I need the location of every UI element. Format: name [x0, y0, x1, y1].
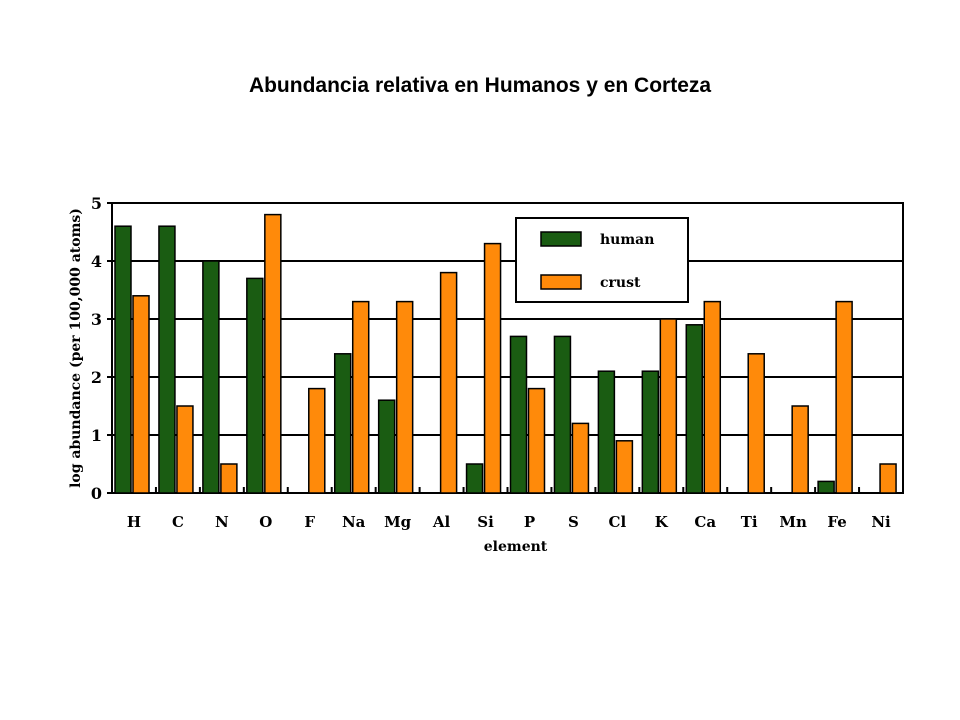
bar-human-O	[246, 277, 264, 494]
bar-crust-Ti	[747, 353, 765, 494]
x-tick-label: F	[304, 513, 315, 531]
bar-crust-Mg	[395, 300, 414, 494]
bar-human-Mg	[377, 399, 396, 494]
bar-human-S	[553, 335, 572, 494]
legend-label-human: human	[600, 232, 654, 248]
bar-crust-Na	[351, 300, 370, 494]
x-tick-label: K	[655, 513, 669, 531]
x-tick-label: Ni	[871, 513, 891, 531]
y-tick-label: 3	[91, 310, 102, 329]
bar-crust-O	[264, 213, 282, 494]
bar-crust-Ni	[879, 463, 897, 494]
x-tick-label: Na	[342, 513, 366, 531]
x-tick-label: S	[568, 513, 579, 531]
y-tick-label: 4	[91, 252, 102, 271]
bar-human-H	[114, 225, 132, 494]
bar-crust-C	[176, 405, 194, 494]
x-axis-label: element	[484, 539, 548, 555]
legend-swatch-crust	[540, 274, 582, 290]
x-tick-label: Mg	[384, 513, 412, 531]
y-tick-label: 0	[91, 484, 102, 503]
bar-human-K	[641, 370, 660, 494]
bar-human-Si	[465, 463, 484, 494]
x-tick-label: Ca	[694, 513, 716, 531]
bar-human-P	[509, 335, 528, 494]
bar-crust-Cl	[615, 440, 634, 494]
legend-label-crust: crust	[600, 275, 641, 291]
x-tick-label: C	[172, 513, 184, 531]
x-tick-label: Fe	[827, 513, 846, 531]
y-tick-label: 2	[91, 368, 102, 387]
y-axis-label: log abundance (per 100,000 atoms)	[68, 208, 84, 488]
x-tick-label: N	[215, 513, 229, 531]
bar-human-N	[202, 260, 220, 494]
bar-crust-S	[571, 422, 590, 494]
bar-crust-P	[527, 387, 546, 494]
bar-crust-Mn	[791, 405, 809, 494]
bar-human-Ca	[685, 324, 704, 494]
x-tick-label: Ti	[741, 513, 758, 531]
x-tick-label: P	[524, 513, 535, 531]
x-tick-label: Si	[477, 513, 494, 531]
x-tick-label: H	[127, 513, 141, 531]
y-tick-label: 1	[91, 426, 102, 445]
x-tick-label: Mn	[779, 513, 807, 531]
bar-crust-H	[132, 295, 150, 494]
bar-crust-K	[659, 318, 678, 494]
plot-area	[111, 202, 904, 494]
x-tick-label: Cl	[609, 513, 627, 531]
bar-crust-Al	[439, 271, 458, 494]
bar-crust-N	[220, 463, 238, 494]
x-tick-label: Al	[432, 513, 451, 531]
page-title: Abundancia relativa en Humanos y en Cort…	[248, 74, 712, 97]
bar-crust-Fe	[835, 300, 853, 494]
y-tick-label: 5	[91, 194, 102, 213]
bar-crust-F	[308, 387, 326, 494]
x-tick-label: O	[259, 513, 272, 531]
bar-human-Fe	[817, 480, 835, 494]
bar-human-Na	[333, 353, 352, 494]
bar-crust-Ca	[703, 300, 722, 494]
bar-human-C	[158, 225, 176, 494]
bar-human-Cl	[597, 370, 616, 494]
legend-swatch-human	[540, 231, 582, 247]
bar-crust-Si	[483, 242, 502, 494]
